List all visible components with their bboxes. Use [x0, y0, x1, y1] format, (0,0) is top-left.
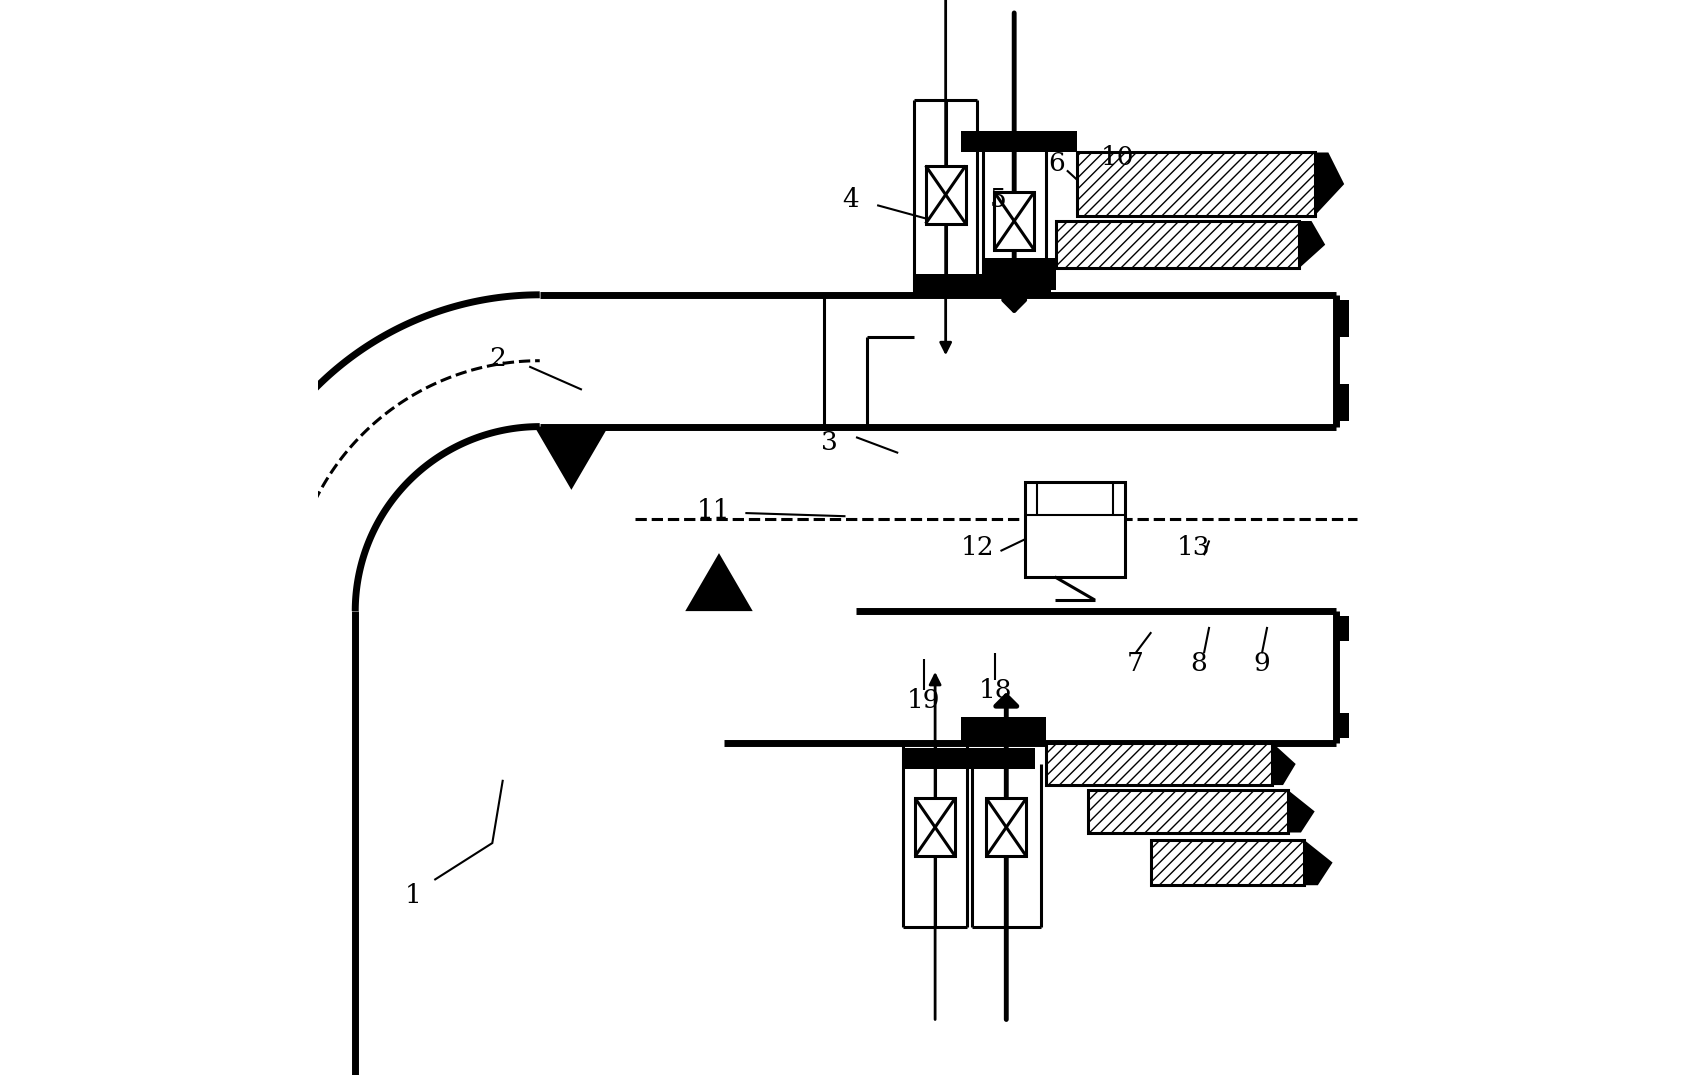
Polygon shape — [1314, 153, 1344, 216]
Polygon shape — [1273, 743, 1295, 785]
Polygon shape — [1336, 616, 1349, 641]
Polygon shape — [1077, 153, 1314, 216]
Text: 12: 12 — [960, 535, 994, 560]
Polygon shape — [1025, 482, 1125, 577]
Text: 8: 8 — [1190, 651, 1207, 676]
Text: 5: 5 — [989, 187, 1006, 213]
Polygon shape — [962, 131, 1077, 153]
Text: 11: 11 — [697, 499, 731, 524]
Text: 1: 1 — [404, 884, 421, 908]
Polygon shape — [1087, 790, 1289, 832]
Polygon shape — [982, 258, 1057, 289]
Text: 19: 19 — [906, 688, 940, 713]
Polygon shape — [1336, 714, 1349, 737]
Polygon shape — [1057, 221, 1299, 269]
Polygon shape — [915, 799, 955, 856]
Polygon shape — [903, 748, 1035, 770]
Text: 7: 7 — [1126, 651, 1143, 676]
Polygon shape — [534, 427, 609, 490]
Text: 13: 13 — [1177, 535, 1211, 560]
Text: 9: 9 — [1253, 651, 1270, 676]
Polygon shape — [994, 192, 1035, 250]
Polygon shape — [1304, 840, 1333, 885]
Polygon shape — [925, 166, 966, 224]
Polygon shape — [1299, 221, 1326, 269]
Text: 18: 18 — [979, 677, 1011, 703]
Polygon shape — [1336, 385, 1349, 421]
Text: 10: 10 — [1101, 145, 1135, 170]
Polygon shape — [685, 554, 752, 611]
Polygon shape — [986, 799, 1026, 856]
Text: 6: 6 — [1048, 151, 1065, 175]
Polygon shape — [1336, 300, 1349, 336]
Polygon shape — [1152, 840, 1304, 885]
Polygon shape — [962, 717, 1045, 743]
Text: 2: 2 — [489, 345, 506, 371]
Polygon shape — [915, 274, 1052, 295]
Polygon shape — [1289, 790, 1314, 832]
Text: 4: 4 — [842, 187, 859, 213]
Text: 3: 3 — [822, 430, 839, 455]
Polygon shape — [1045, 743, 1273, 785]
